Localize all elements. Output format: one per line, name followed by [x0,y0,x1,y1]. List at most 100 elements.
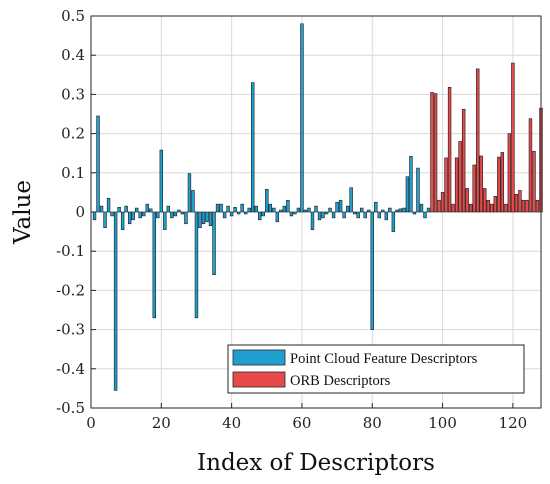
bar-point-cloud [113,211,118,391]
bar-point-cloud [331,211,336,219]
bar-point-cloud [300,23,304,213]
bar-point-cloud [258,211,262,221]
axis-ticks: -0.5 -0.4 -0.3 -0.2 -0.1 0 0.1 0.2 0.3 0.4 0.5 0 20 4… [56,7,527,432]
bar-orb [440,192,445,213]
bar-point-cloud [103,211,107,228]
bar-orb [472,164,476,213]
bar-point-cloud [370,211,374,330]
bar-point-cloud [138,211,142,219]
x-tick-label: 0 [86,414,96,432]
bar-orb [518,190,522,213]
y-tick-label: -0.1 [56,242,85,260]
bar-point-cloud [419,203,424,213]
bar-point-cloud [124,205,128,213]
bar-point-cloud [286,199,290,213]
bar-point-cloud [233,206,237,213]
bar-point-cloud [377,211,381,219]
bar-orb [468,203,473,213]
bar-point-cloud [170,211,174,219]
bar-point-cloud [412,211,417,215]
y-tick-label: 0.5 [61,7,85,25]
bar-point-cloud [156,211,160,219]
bar-point-cloud [363,211,367,219]
bar-point-cloud [356,211,360,219]
bar-point-cloud [184,211,188,225]
bar-point-cloud [374,201,378,213]
bar-orb [521,199,526,213]
bar-point-cloud [198,211,202,228]
bar-point-cloud [409,156,413,213]
bar-point-cloud [303,209,308,213]
legend-label-point-cloud: Point Cloud Feature Descriptors [290,351,478,367]
bar-orb [447,87,452,213]
bar-point-cloud [426,207,431,213]
y-tick-label: 0.3 [61,85,85,103]
bar-point-cloud [416,167,420,213]
bar-orb [479,155,483,213]
bar-point-cloud [194,211,199,319]
bar-point-cloud [222,211,227,219]
y-axis-title: Value [10,180,36,245]
bar-orb [454,157,459,213]
bar-point-cloud [328,207,332,213]
bar-point-cloud [296,207,301,213]
bar-orb [430,92,434,213]
bar-point-cloud [349,187,353,213]
bar-point-cloud [293,211,297,215]
bar-point-cloud [134,207,139,213]
bar-point-cloud [335,201,339,213]
bar-point-cloud [152,211,156,319]
bar-point-cloud [265,188,269,213]
x-tick-label: 80 [363,414,382,432]
y-tick-label: 0 [75,203,85,221]
bar-point-cloud [99,205,104,213]
bar-point-cloud [251,82,255,213]
bar-point-cloud [395,209,399,213]
bar-point-cloud [243,211,248,215]
bar-orb [525,199,529,213]
bars-group [92,23,543,391]
bar-point-cloud [110,211,114,217]
y-tick-label: 0.2 [61,125,85,143]
bar-point-cloud [212,211,216,276]
y-tick-label: -0.2 [56,281,85,299]
bar-orb [528,118,533,213]
bar-point-cloud [120,211,125,230]
bar-orb [514,194,519,213]
bar-point-cloud [261,211,265,217]
bar-point-cloud [268,203,273,213]
bar-point-cloud [117,206,121,213]
bar-point-cloud [367,209,371,213]
bar-point-cloud [247,207,251,213]
bar-point-cloud [226,205,230,213]
bar-orb [511,62,515,213]
x-tick-label: 100 [428,414,457,432]
bar-point-cloud [345,205,350,213]
bar-point-cloud [166,205,171,213]
bar-point-cloud [92,211,97,221]
bar-orb [461,108,466,213]
bar-point-cloud [314,205,318,213]
bar-point-cloud [324,211,329,215]
bar-orb [535,199,540,213]
bar-point-cloud [405,176,410,213]
bar-point-cloud [381,209,385,213]
bar-point-cloud [229,211,234,217]
x-tick-label: 120 [499,414,528,432]
bar-point-cloud [391,211,396,232]
bar-point-cloud [279,209,283,213]
bar-orb [532,150,536,213]
bar-point-cloud [272,207,276,213]
bar-point-cloud [310,211,315,230]
x-tick-label: 20 [152,414,171,432]
bar-orb [493,196,498,213]
bar-point-cloud [388,207,392,213]
bar-point-cloud [173,211,178,217]
bar-point-cloud [307,207,311,213]
bar-point-cloud [180,211,185,215]
bar-point-cloud [191,190,195,213]
bar-point-cloud [317,211,322,221]
bar-point-cloud [142,211,146,217]
bar-point-cloud [127,211,132,225]
bar-point-cloud [342,211,346,219]
